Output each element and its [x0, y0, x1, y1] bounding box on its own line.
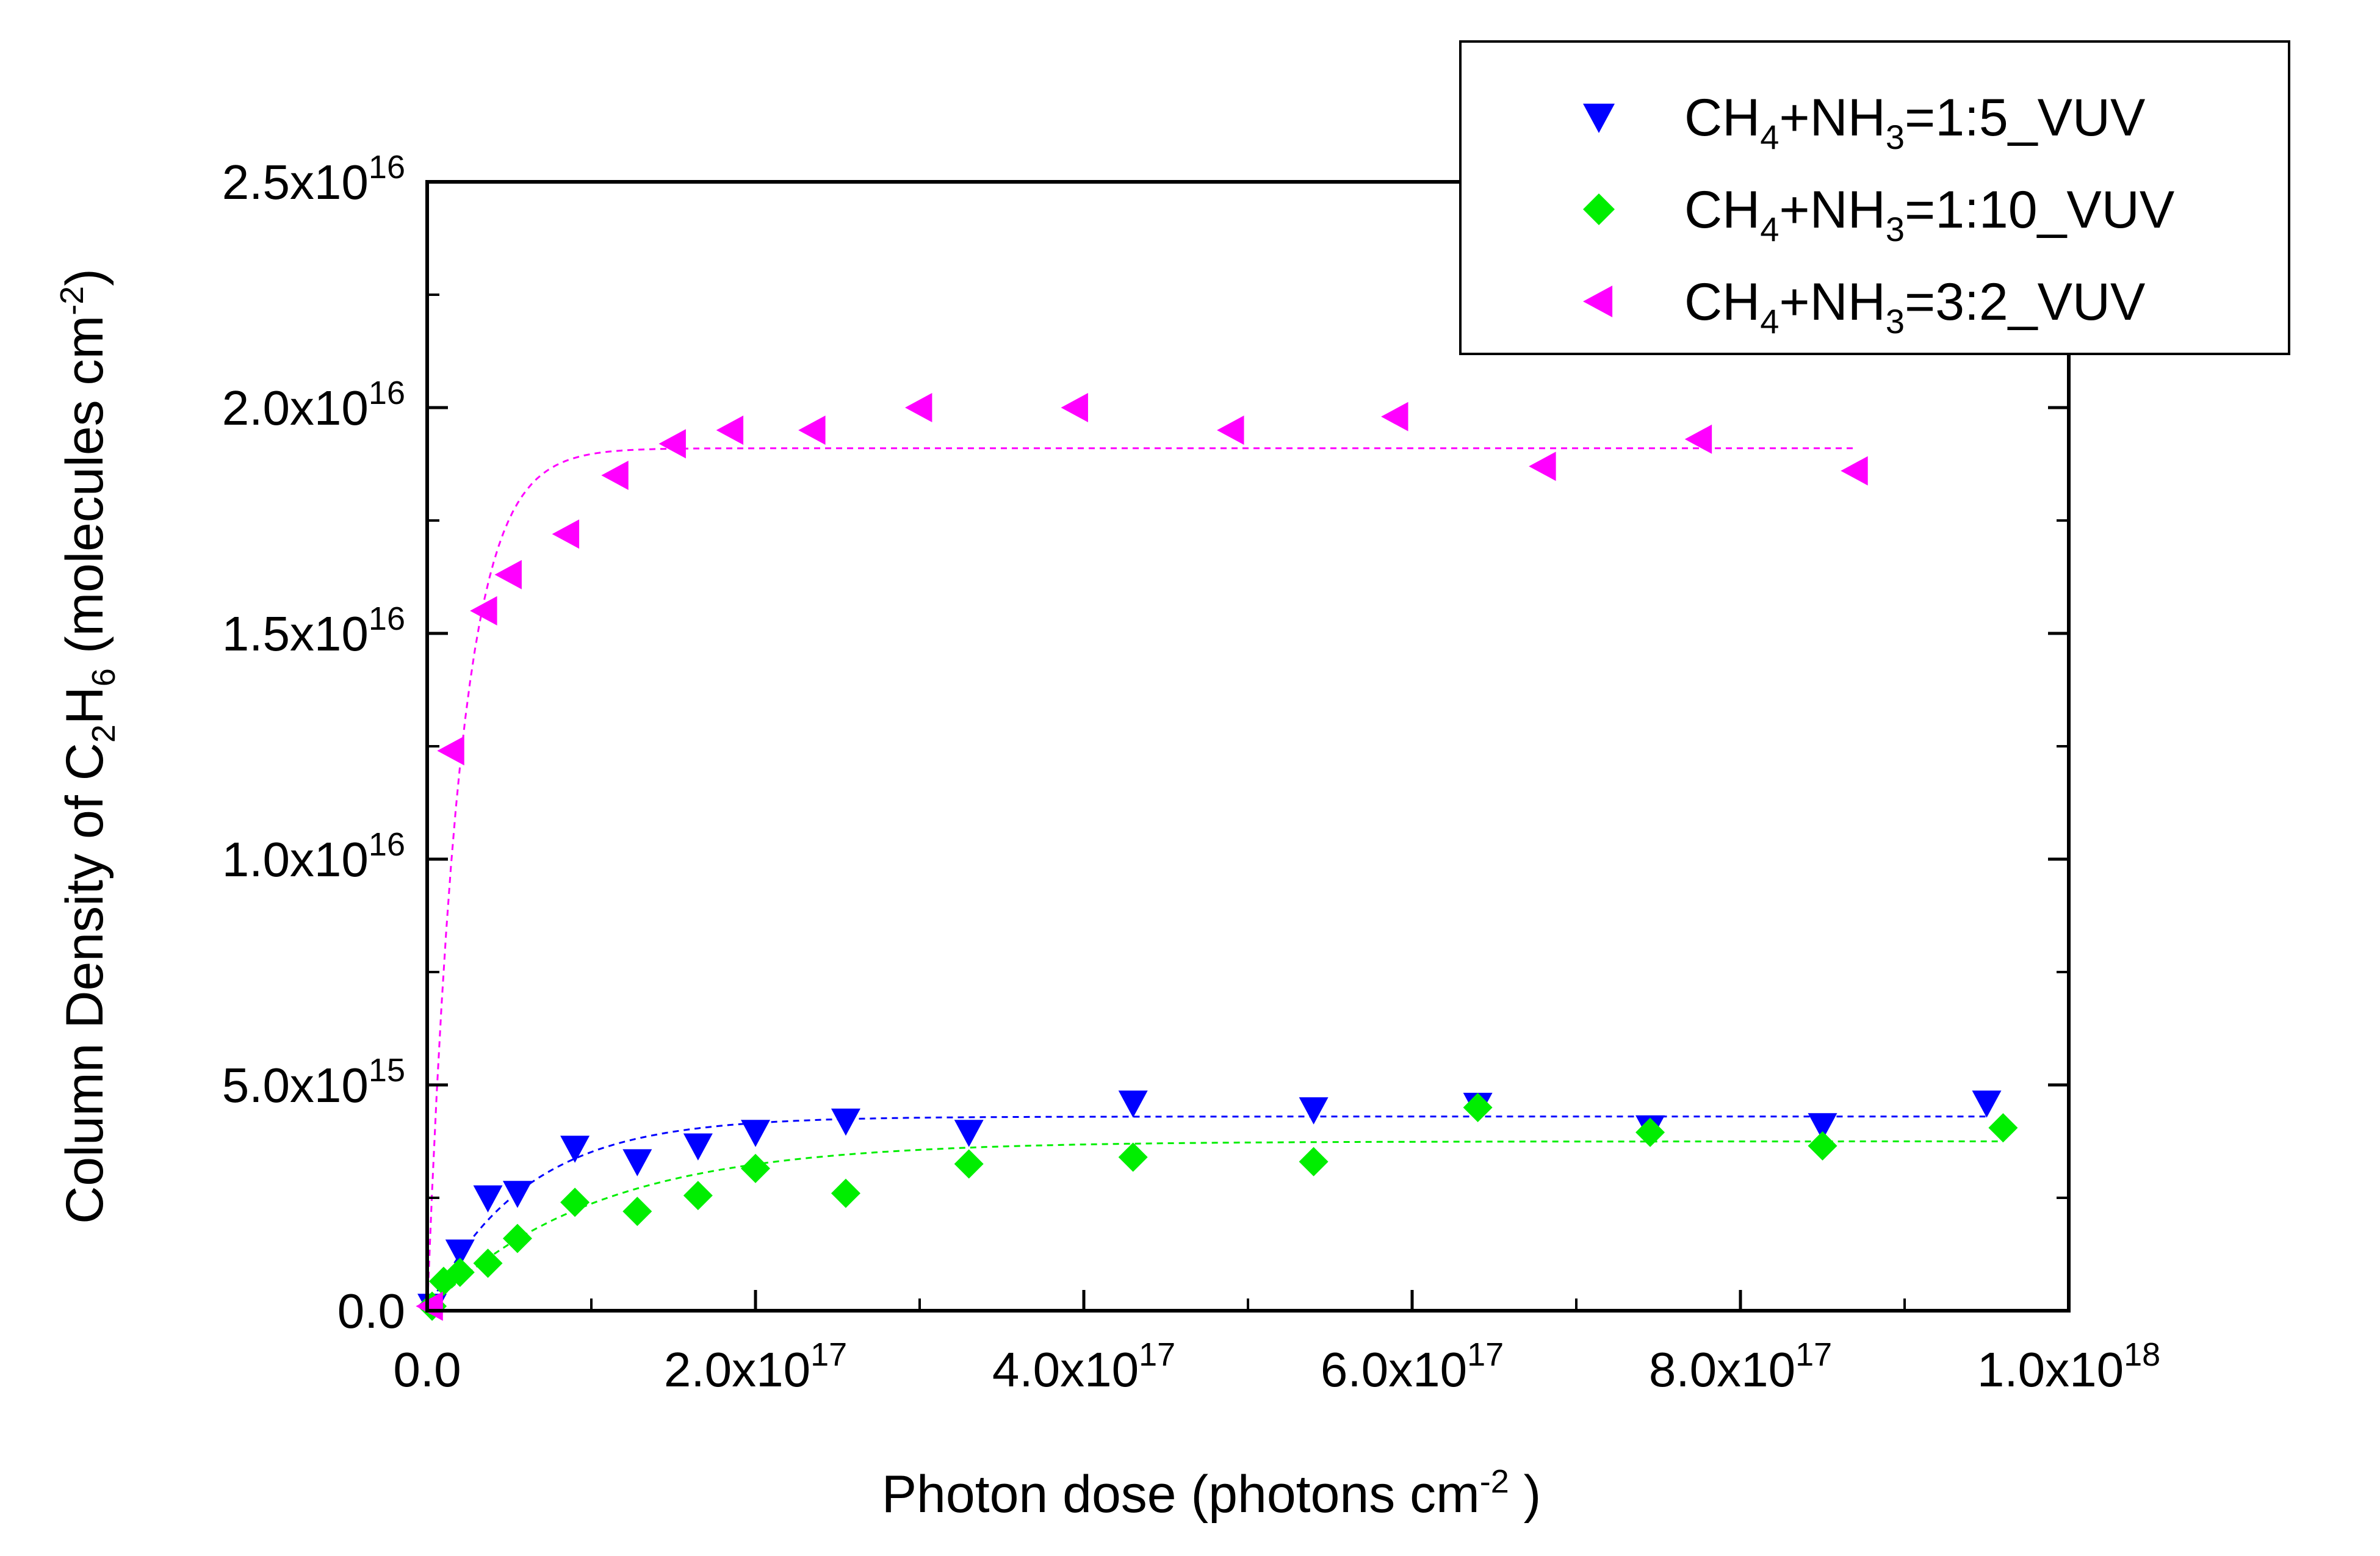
- data-point-ch-nh-1-5-vuv: [622, 1149, 652, 1176]
- data-point-ch-nh-3-2-vuv: [1217, 416, 1244, 445]
- y-tick-label: 2.5x1016: [222, 149, 405, 209]
- data-point-ch-nh-1-5-vuv: [1972, 1090, 2002, 1118]
- y-tick-label: 5.0x1015: [222, 1052, 405, 1112]
- data-point-ch-nh-1-5-vuv: [502, 1181, 532, 1208]
- legend-label-1-10: CH4+NH3=1:10_VUV: [1684, 181, 2174, 248]
- y-tick-label: 0.0: [337, 1284, 405, 1338]
- data-point-ch-nh-3-2-vuv: [437, 736, 464, 766]
- x-tick-label: 8.0x1017: [1649, 1336, 1832, 1397]
- data-point-ch-nh-1-5-vuv: [683, 1133, 713, 1161]
- fit-curve-ch-nh-3-2-vuv: [426, 447, 1856, 1311]
- data-point-ch-nh-3-2-vuv: [416, 1291, 443, 1321]
- data-point-ch-nh-1-5-vuv: [1808, 1113, 1837, 1140]
- y-axis-title: Column Density of C2H6 (molecules cm-2): [54, 268, 122, 1224]
- data-point-ch-nh-1-10-vuv: [622, 1197, 652, 1226]
- data-point-ch-nh-3-2-vuv: [658, 429, 686, 459]
- data-point-ch-nh-3-2-vuv: [1841, 456, 1868, 486]
- data-point-ch-nh-1-10-vuv: [1463, 1093, 1493, 1122]
- data-point-ch-nh-3-2-vuv: [601, 461, 629, 490]
- x-tick-label: 2.0x1017: [664, 1336, 847, 1397]
- x-axis-title: Photon dose (photons cm-2 ): [882, 1463, 1542, 1524]
- data-point-ch-nh-1-10-vuv: [831, 1178, 860, 1208]
- data-point-ch-nh-1-5-vuv: [560, 1136, 590, 1163]
- x-tick-label: 6.0x1017: [1321, 1336, 1504, 1397]
- data-point-ch-nh-3-2-vuv: [1684, 424, 1712, 454]
- data-point-ch-nh-1-5-vuv: [954, 1120, 984, 1147]
- data-point-ch-nh-1-5-vuv: [445, 1239, 475, 1267]
- y-tick-label: 1.5x1016: [222, 600, 405, 661]
- data-point-ch-nh-1-10-vuv: [741, 1153, 770, 1183]
- data-point-ch-nh-1-10-vuv: [1299, 1147, 1329, 1176]
- data-point-ch-nh-1-10-vuv: [1988, 1113, 2018, 1143]
- data-point-ch-nh-1-10-vuv: [1808, 1131, 1837, 1161]
- data-point-ch-nh-3-2-vuv: [470, 596, 497, 625]
- data-point-ch-nh-1-10-vuv: [1118, 1142, 1148, 1172]
- legend-label-1-5: CH4+NH3=1:5_VUV: [1684, 88, 2145, 156]
- data-point-ch-nh-3-2-vuv: [905, 393, 932, 422]
- y-tick-label: 1.0x1016: [222, 826, 405, 887]
- tick-labels: 0.0 2.0x1017 4.0x1017 6.0x1017 8.0x1017 1.0x1…: [222, 149, 2160, 1397]
- legend-markers: [1583, 103, 1615, 317]
- x-tick-label: 1.0x1018: [1977, 1336, 2160, 1397]
- data-point-ch-nh-1-5-vuv: [831, 1108, 860, 1136]
- data-point-ch-nh-1-10-vuv: [683, 1181, 713, 1211]
- x-tick-label: 0.0: [393, 1342, 461, 1397]
- legend-marker-ch-nh-3-2-vuv: [1583, 286, 1613, 317]
- data-point-ch-nh-3-2-vuv: [1529, 452, 1556, 481]
- legend: CH4+NH3=1:5_VUV CH4+NH3=1:10_VUV CH4+NH3…: [1459, 40, 2290, 355]
- data-point-ch-nh-1-10-vuv: [560, 1187, 590, 1217]
- data-point-ch-nh-1-10-vuv: [954, 1149, 984, 1179]
- data-point-ch-nh-3-2-vuv: [494, 560, 522, 589]
- data-point-ch-nh-3-2-vuv: [716, 416, 744, 445]
- data-point-ch-nh-1-5-vuv: [741, 1120, 770, 1147]
- data-point-ch-nh-3-2-vuv: [798, 416, 826, 445]
- data-point-ch-nh-3-2-vuv: [552, 519, 580, 549]
- y-tick-label: 2.0x1016: [222, 375, 405, 435]
- data-point-ch-nh-1-5-vuv: [1118, 1090, 1148, 1118]
- fit-curve-ch-nh-1-10-vuv: [426, 1140, 2003, 1312]
- data-point-ch-nh-1-10-vuv: [502, 1223, 532, 1253]
- data-points: [416, 393, 2018, 1321]
- legend-marker-ch-nh-1-10-vuv: [1583, 193, 1615, 225]
- fit-curves: [426, 447, 2003, 1312]
- x-tick-label: 4.0x1017: [992, 1336, 1175, 1397]
- data-point-ch-nh-1-5-vuv: [473, 1185, 503, 1212]
- data-point-ch-nh-3-2-vuv: [1061, 393, 1088, 422]
- data-point-ch-nh-1-10-vuv: [445, 1258, 475, 1288]
- data-point-ch-nh-1-10-vuv: [1635, 1117, 1665, 1147]
- data-point-ch-nh-3-2-vuv: [1381, 402, 1408, 431]
- data-point-ch-nh-1-10-vuv: [473, 1248, 503, 1278]
- legend-label-3-2: CH4+NH3=3:2_VUV: [1684, 273, 2145, 340]
- fit-curve-ch-nh-1-5-vuv: [426, 1115, 1987, 1311]
- legend-marker-ch-nh-1-5-vuv: [1583, 103, 1615, 133]
- data-point-ch-nh-1-5-vuv: [1299, 1097, 1329, 1125]
